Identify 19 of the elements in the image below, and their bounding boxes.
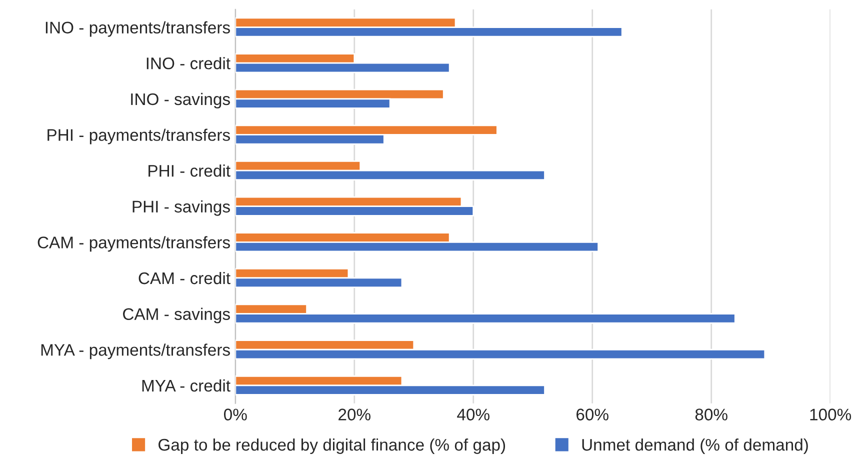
y-tick-label: PHI - credit [148, 164, 230, 177]
y-tick-label: CAM - savings [123, 308, 230, 324]
legend-label: Gap to be reduced by digital finance (% of gap) [158, 438, 506, 454]
x-tick-label: 80% [695, 408, 728, 420]
x-tick-label: 0% [224, 408, 247, 420]
x-tick-label: 100% [810, 408, 852, 420]
legend-label: Unmet demand (% of demand) [582, 438, 808, 454]
y-tick-label: MYA - payments/transfers [41, 344, 230, 360]
y-tick-label: PHI - payments/transfers [48, 128, 230, 144]
y-tick-label: INO - payments/transfers [46, 21, 230, 37]
y-tick-label: MYA - credit [142, 379, 230, 392]
y-tick-label: PHI - savings [132, 200, 230, 216]
y-tick-label: CAM - payments/transfers [38, 236, 230, 252]
y-tick-label: CAM - credit [138, 272, 230, 284]
x-tick-label: 20% [338, 408, 370, 420]
x-tick-label: 60% [576, 408, 608, 420]
x-tick-label: 40% [457, 408, 490, 420]
y-tick-label: INO - credit [146, 57, 230, 70]
y-tick-label: INO - savings [131, 92, 230, 108]
